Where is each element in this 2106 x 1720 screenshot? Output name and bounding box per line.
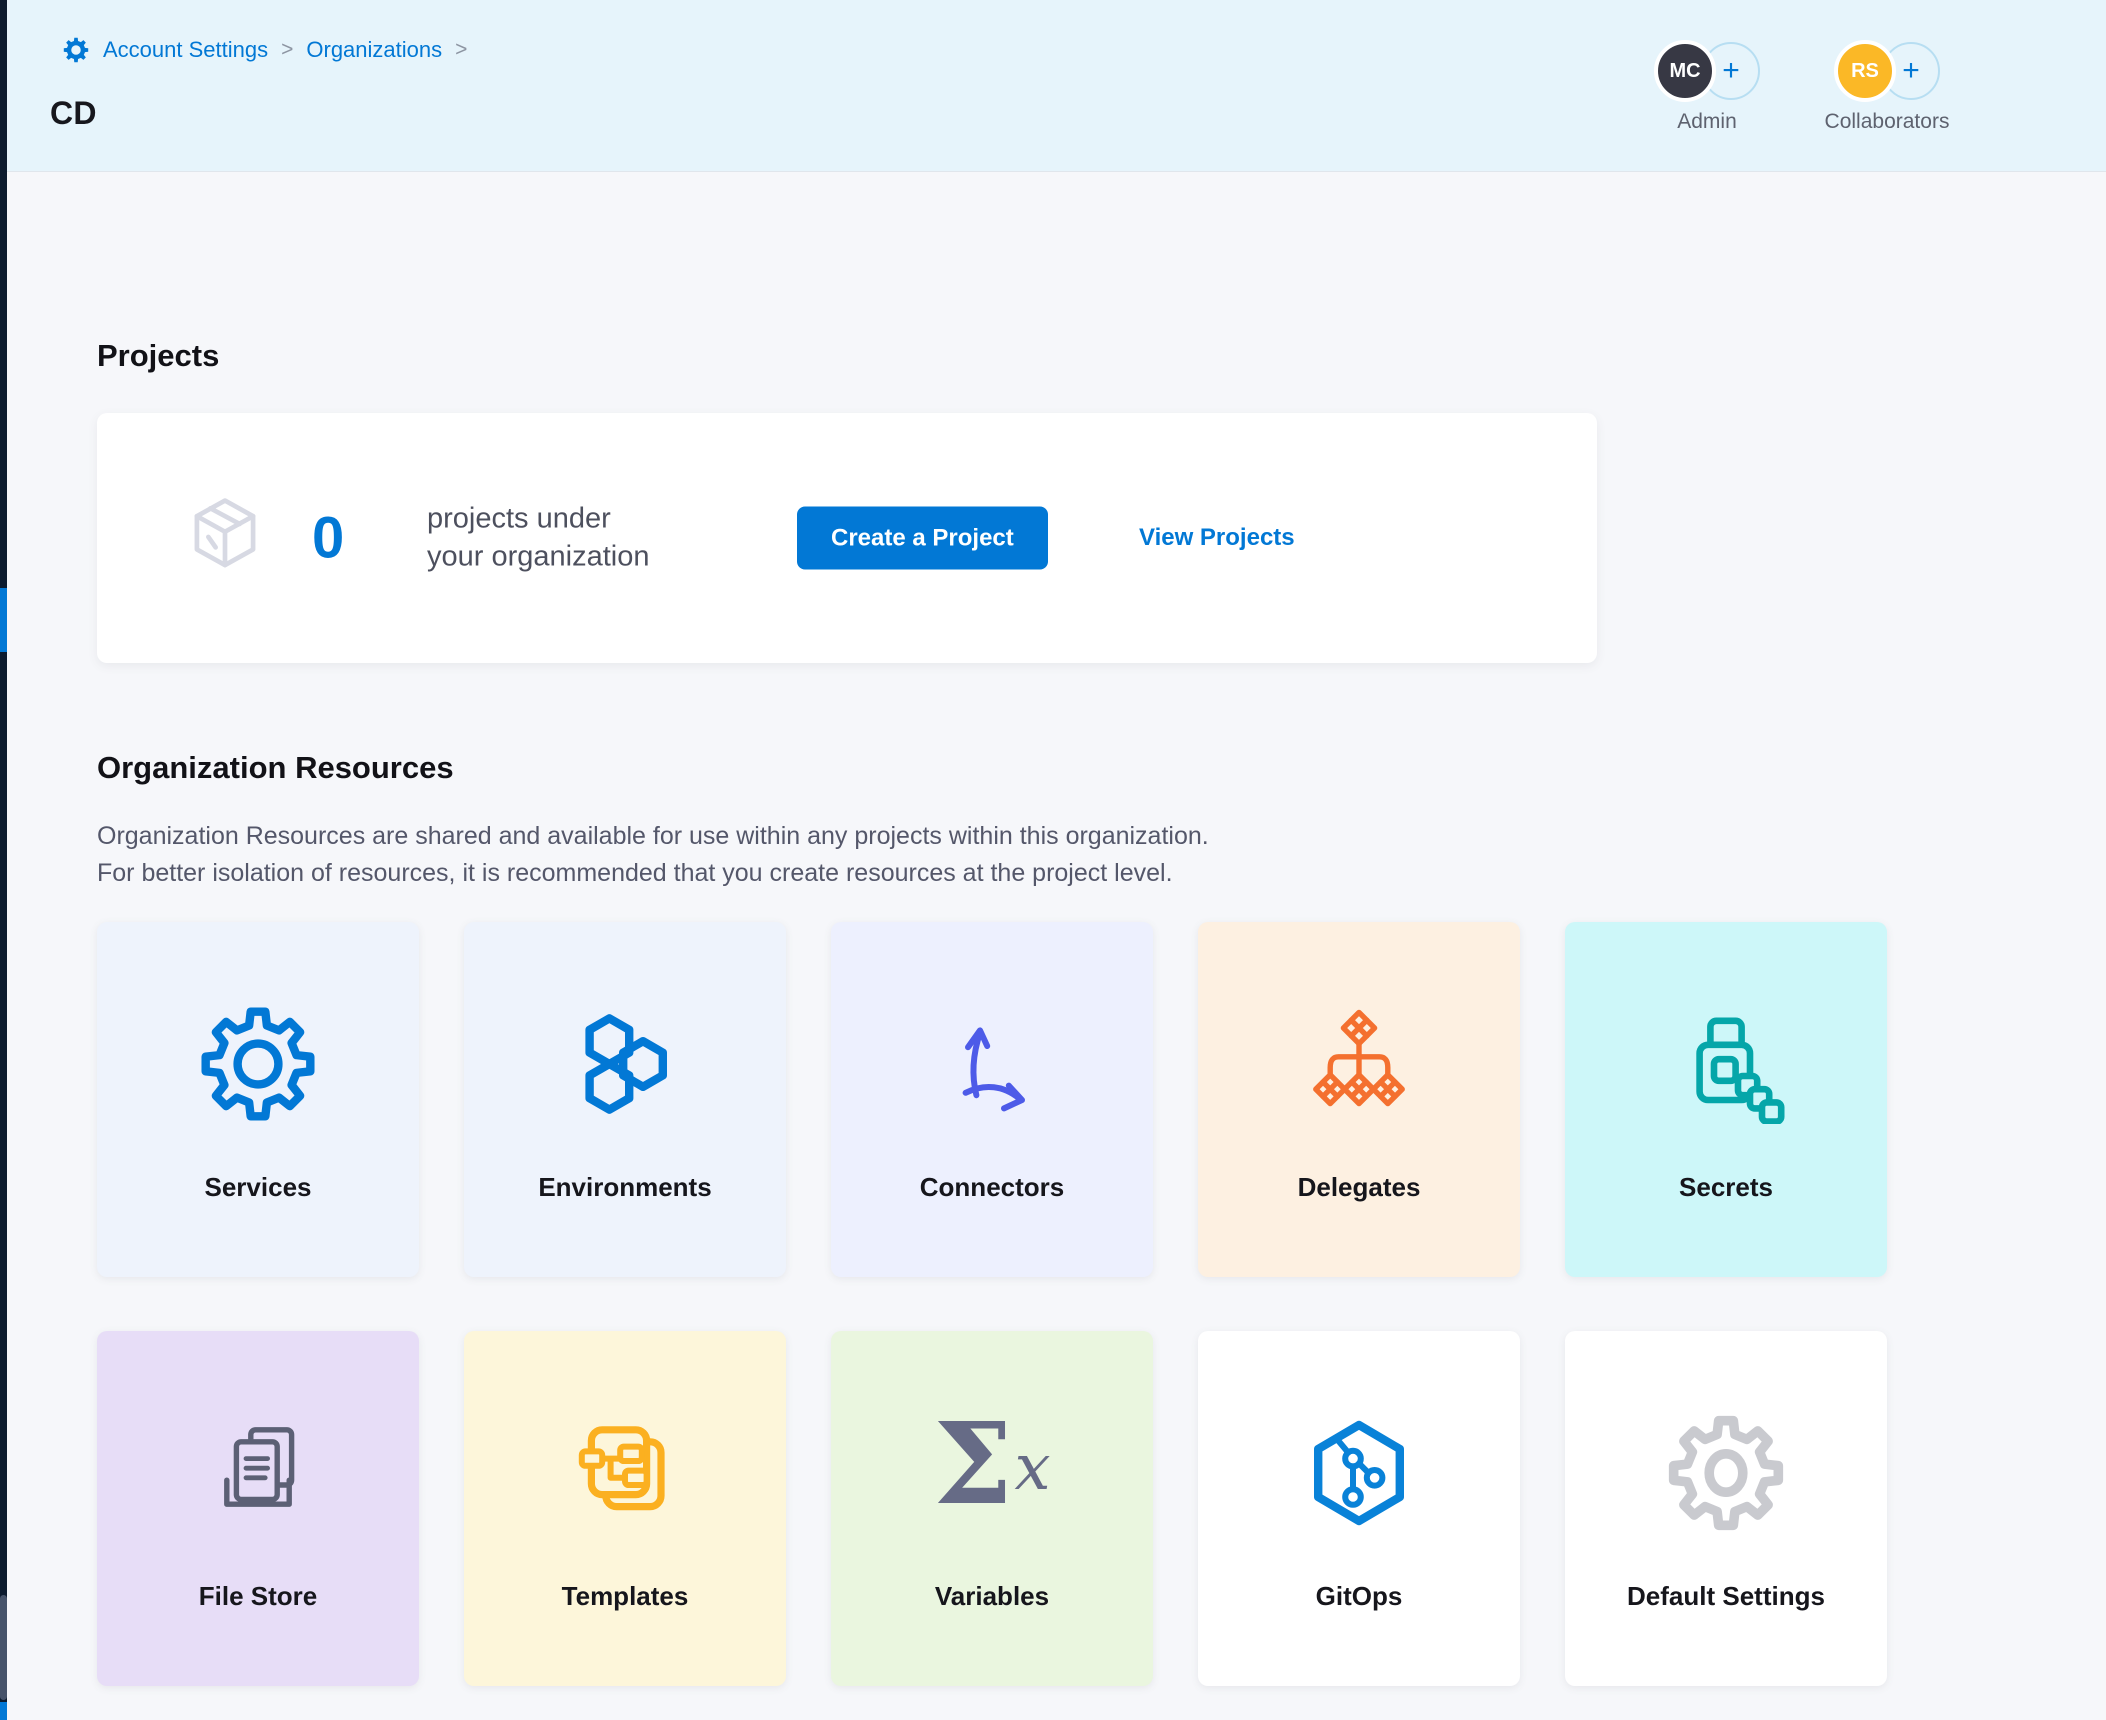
card-templates[interactable]: Templates — [464, 1331, 786, 1686]
create-project-button[interactable]: Create a Project — [797, 506, 1048, 570]
organization-resources-description: Organization Resources are shared and av… — [97, 822, 1209, 887]
project-count-caption: projects under your organization — [427, 502, 650, 573]
page-header: Account Settings > Organizations > CD + … — [0, 0, 2106, 172]
card-environments[interactable]: Environments — [464, 922, 786, 1277]
gear-icon — [198, 1004, 318, 1124]
card-label: Default Settings — [1627, 1581, 1825, 1611]
admin-avatar-group: + MC Admin — [1632, 40, 1782, 134]
card-connectors[interactable]: Connectors — [831, 922, 1153, 1277]
arrows-icon — [932, 1004, 1052, 1124]
cube-icon — [173, 486, 277, 590]
projects-heading: Projects — [97, 338, 220, 373]
card-file-store[interactable]: File Store — [97, 1331, 419, 1686]
card-label: Secrets — [1679, 1172, 1773, 1202]
card-label: Delegates — [1297, 1172, 1421, 1202]
project-count: 0 — [312, 505, 345, 571]
card-label: Environments — [538, 1172, 712, 1202]
card-label: Connectors — [919, 1172, 1065, 1202]
projects-summary-card: 0 projects under your organization Creat… — [97, 413, 1597, 663]
card-label: Variables — [934, 1581, 1050, 1611]
hexagons-icon — [565, 1004, 685, 1124]
node-tree-icon — [1299, 1004, 1419, 1124]
card-gitops[interactable]: GitOps — [1198, 1331, 1520, 1686]
card-delegates[interactable]: Delegates — [1198, 922, 1520, 1277]
breadcrumb: Account Settings > Organizations > — [62, 36, 467, 64]
page-title: CD — [50, 95, 97, 131]
card-label: Templates — [561, 1581, 689, 1611]
scrollbar-thumb[interactable] — [0, 1595, 7, 1700]
breadcrumb-separator: > — [281, 38, 294, 61]
sidebar-active-indicator — [0, 588, 7, 652]
admin-avatar[interactable]: MC — [1654, 40, 1716, 102]
collaborator-avatar[interactable]: RS — [1834, 40, 1896, 102]
lock-icon — [1666, 1004, 1786, 1125]
view-projects-link[interactable]: View Projects — [1139, 524, 1295, 551]
breadcrumb-organizations[interactable]: Organizations — [306, 37, 443, 62]
organization-resources-heading: Organization Resources — [97, 750, 454, 785]
template-icon — [565, 1413, 685, 1533]
card-label: GitOps — [1315, 1581, 1403, 1611]
collaborators-label: Collaborators — [1824, 110, 1950, 133]
admin-label: Admin — [1677, 110, 1737, 133]
documents-icon — [198, 1413, 318, 1533]
sidebar-bottom-indicator — [0, 1702, 7, 1720]
gear-icon — [1666, 1413, 1786, 1533]
card-services[interactable]: Services — [97, 922, 419, 1277]
card-default-settings[interactable]: Default Settings — [1565, 1331, 1887, 1686]
card-secrets[interactable]: Secrets — [1565, 922, 1887, 1277]
git-branch-hex-icon — [1299, 1413, 1419, 1533]
settings-gear-icon — [62, 36, 90, 64]
collaborators-avatar-group: + RS Collaborators — [1812, 40, 1962, 134]
card-label: Services — [204, 1172, 312, 1202]
collapsed-sidebar-strip — [0, 0, 7, 1720]
card-label: File Store — [198, 1581, 318, 1611]
breadcrumb-account-settings[interactable]: Account Settings — [103, 37, 269, 62]
breadcrumb-separator: > — [455, 38, 468, 61]
resource-card-grid: Services Environments — [97, 922, 1887, 1686]
